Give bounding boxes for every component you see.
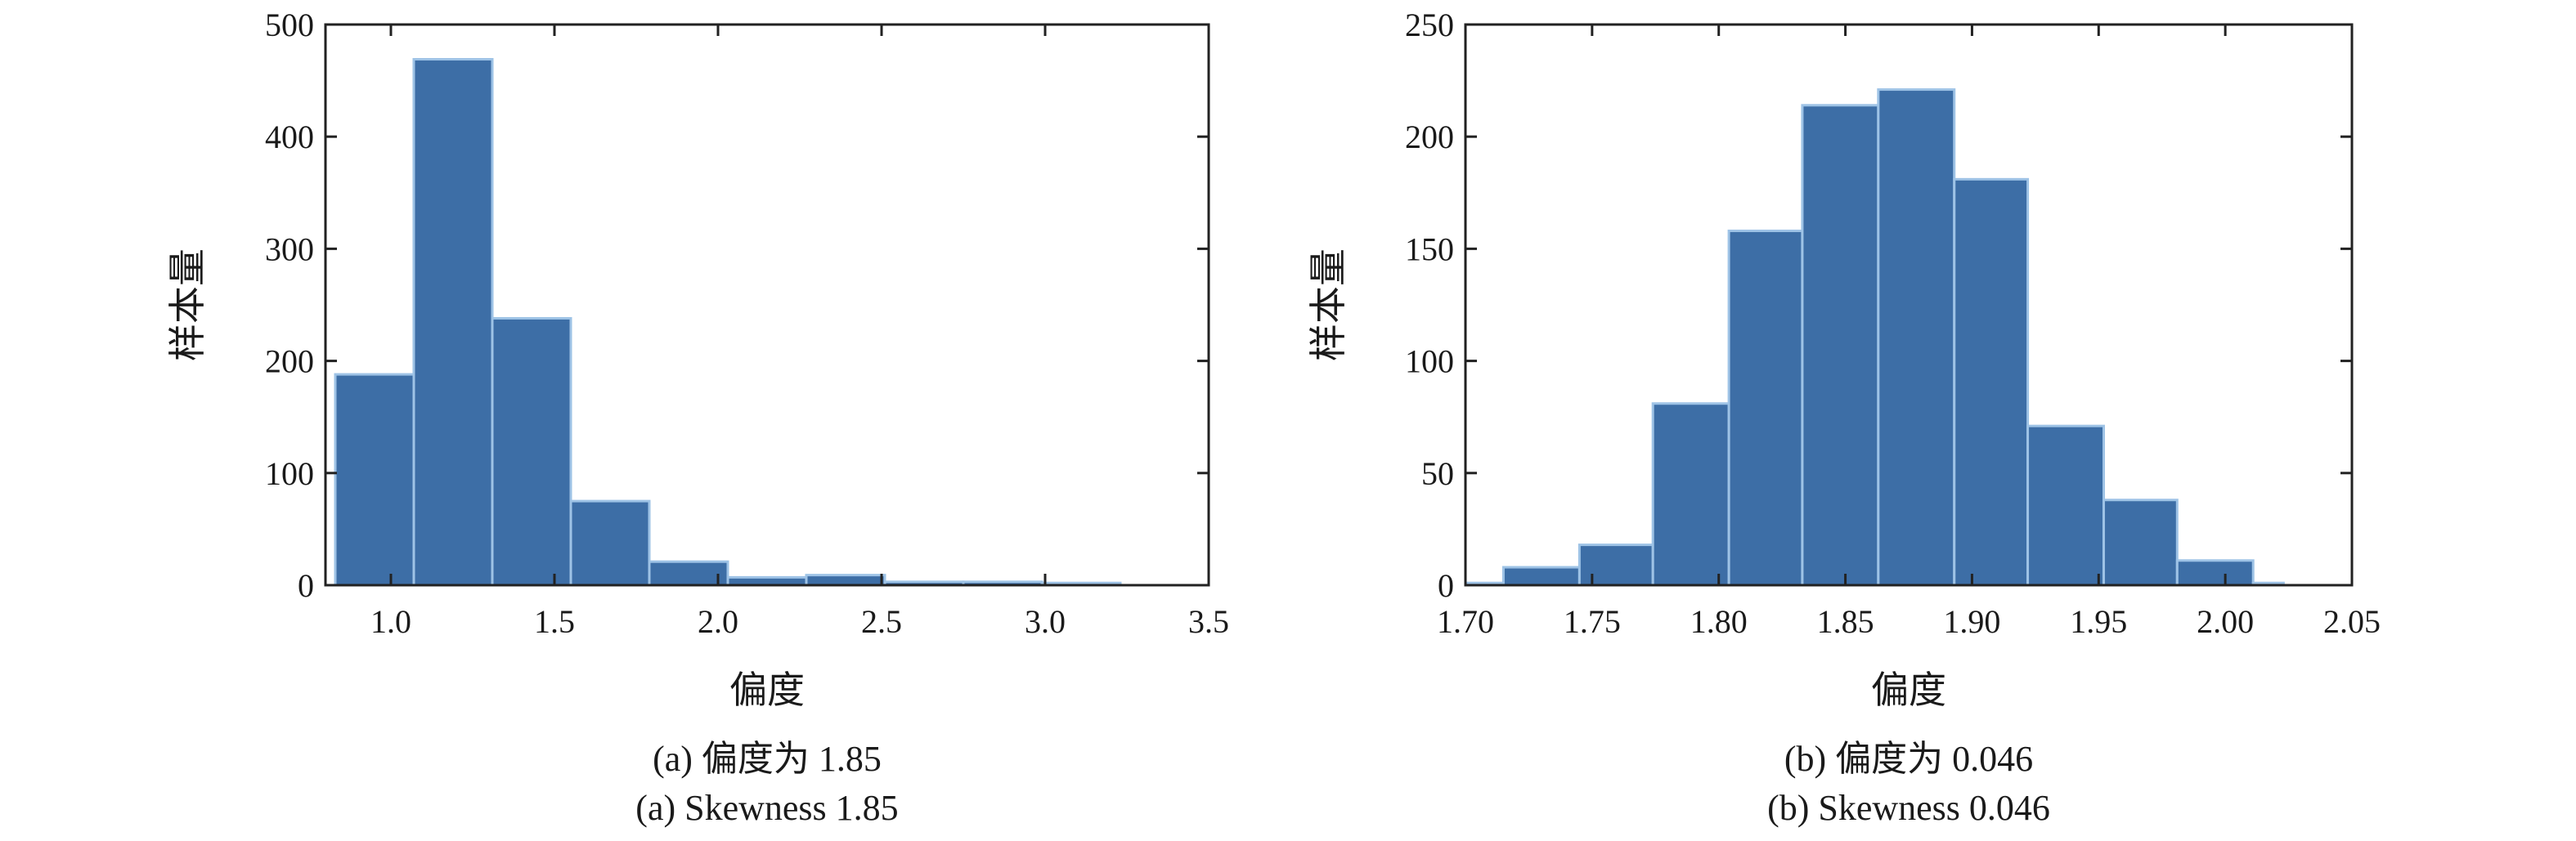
histogram-b-bar <box>1651 402 1730 587</box>
x-tick-label: 3.5 <box>1188 603 1229 640</box>
histogram-a-bar <box>491 316 572 587</box>
x-tick-label: 1.5 <box>534 603 575 640</box>
histogram-b-bar <box>2026 424 2105 587</box>
histogram-b-caption-en: (b) Skewness 0.046 <box>1767 788 2050 828</box>
histogram-b-plot-frame <box>1464 23 2354 587</box>
x-tick-label: 3.0 <box>1025 603 1066 640</box>
y-tick-label: 400 <box>265 119 314 155</box>
histogram-b-x-axis-label: 偏度 <box>1871 669 1946 711</box>
histogram-a-caption-cn: (a) 偏度为 1.85 <box>653 739 882 779</box>
x-tick-label: 1.85 <box>1817 603 1874 640</box>
histogram-b-bar <box>2102 499 2179 587</box>
x-tick-label: 2.00 <box>2197 603 2254 640</box>
y-tick-label: 100 <box>265 455 314 492</box>
y-tick-label: 100 <box>1405 343 1454 380</box>
histogram-a-caption-en: (a) Skewness 1.85 <box>635 788 898 828</box>
y-tick-label: 0 <box>1438 567 1454 604</box>
y-tick-label: 250 <box>1405 7 1454 43</box>
histogram-b-x-axis: 1.70 1.75 1.80 1.85 1.90 1.95 2.00 2.05 <box>1437 25 2381 640</box>
x-tick-label: 2.0 <box>698 603 738 640</box>
histogram-a-bar <box>412 58 494 587</box>
x-tick-label: 1.95 <box>2070 603 2127 640</box>
y-tick-label: 50 <box>1421 455 1454 492</box>
x-tick-label: 1.90 <box>1943 603 2000 640</box>
histogram-b-y-axis-label: 样本量 <box>1308 248 1349 361</box>
y-tick-label: 150 <box>1405 230 1454 267</box>
y-tick-label: 200 <box>265 343 314 380</box>
histogram-b-bar <box>1577 544 1654 587</box>
x-tick-label: 1.0 <box>370 603 411 640</box>
histogram-b-bar <box>1501 566 1581 587</box>
histogram-a-bar <box>569 499 651 587</box>
histogram-b-caption-cn: (b) 偏度为 0.046 <box>1784 739 2033 779</box>
histogram-a-plot-frame <box>324 23 1210 587</box>
histogram-a-bar <box>805 574 886 587</box>
histogram-a-bar <box>334 373 415 587</box>
histogram-a-y-axis: 0 100 200 300 400 500 <box>265 7 1209 604</box>
x-tick-label: 2.05 <box>2323 603 2381 640</box>
histogram-a-x-axis: 1.0 1.5 2.0 2.5 3.0 3.5 <box>370 25 1229 640</box>
x-tick-label: 2.5 <box>861 603 902 640</box>
y-tick-label: 500 <box>265 7 314 43</box>
histogram-b-y-axis: 0 50 100 150 200 250 <box>1405 7 2352 604</box>
histogram-a-bar <box>648 560 729 587</box>
x-tick-label: 1.70 <box>1437 603 1494 640</box>
histogram-b-bars <box>1464 88 2285 587</box>
histogram-a-y-axis-label: 样本量 <box>167 248 209 361</box>
y-tick-label: 200 <box>1405 119 1454 155</box>
histogram-b-bar <box>2175 559 2255 587</box>
y-tick-label: 300 <box>265 230 314 267</box>
histogram-a-bars <box>334 58 1122 587</box>
histogram-a-x-axis-label: 偏度 <box>729 669 805 711</box>
histogram-b-bar <box>1801 104 1880 587</box>
histogram-b-bar <box>1877 88 1956 587</box>
histogram-b-bar <box>1727 229 1804 587</box>
histogram-b-bar <box>1953 177 2030 587</box>
x-tick-label: 1.75 <box>1564 603 1621 640</box>
histogram-b: 0 50 100 150 200 250 1.70 1.75 1.80 1.85 1.90 1.95… <box>1308 7 2381 828</box>
y-tick-label: 0 <box>298 567 314 604</box>
x-tick-label: 1.80 <box>1690 603 1748 640</box>
